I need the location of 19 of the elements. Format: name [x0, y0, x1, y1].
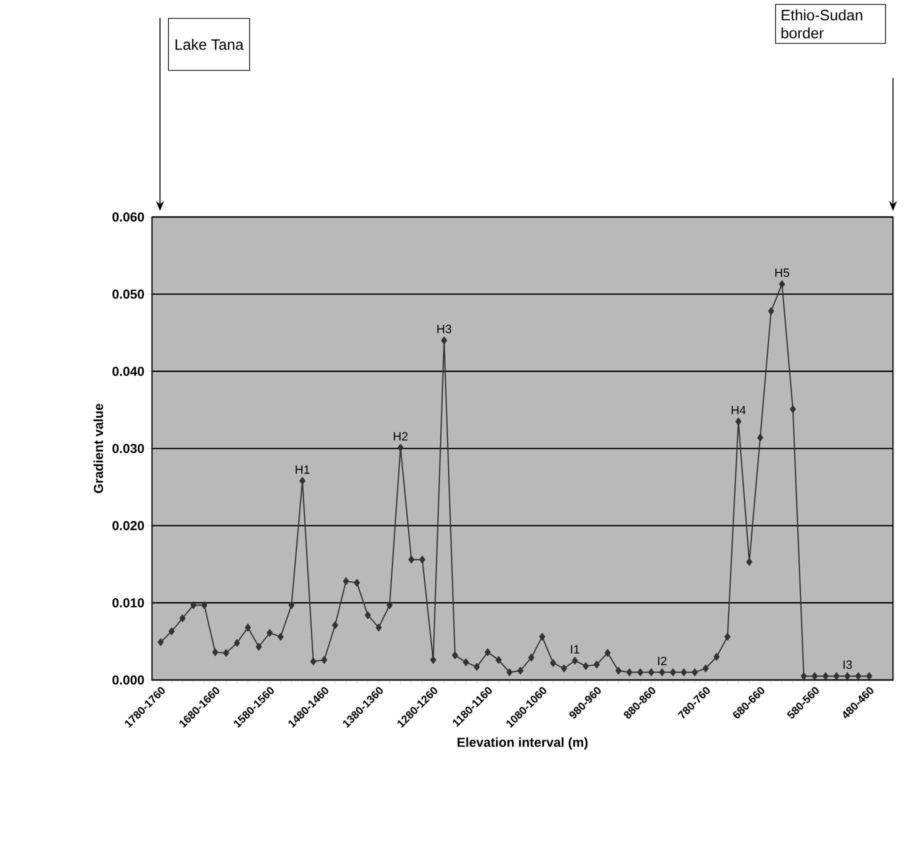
data-label: H1 [296, 465, 310, 474]
y-tick-label: 0.030 [112, 444, 144, 454]
data-label: H5 [775, 268, 790, 277]
y-tick-label: 0.060 [112, 212, 144, 222]
data-label: H4 [732, 406, 746, 414]
y-tick-label: 0.000 [112, 675, 144, 685]
data-label: I1 [571, 645, 580, 654]
text: Ethio-Sudan border [782, 9, 862, 38]
y-axis-title: Gradient value [94, 404, 104, 494]
y-tick-label: 0.020 [112, 521, 144, 530]
data-label: I3 [844, 660, 852, 669]
data-label: H3 [437, 324, 452, 334]
text: Lake Tana [176, 38, 244, 50]
x-axis-title: Elevation interval (m) [458, 737, 588, 750]
y-tick-label: 0.040 [112, 366, 144, 376]
data-label: I2 [658, 656, 667, 666]
y-tick-label: 0.010 [112, 598, 144, 608]
y-tick-label: 0.050 [112, 290, 144, 299]
data-label: H2 [394, 432, 408, 441]
